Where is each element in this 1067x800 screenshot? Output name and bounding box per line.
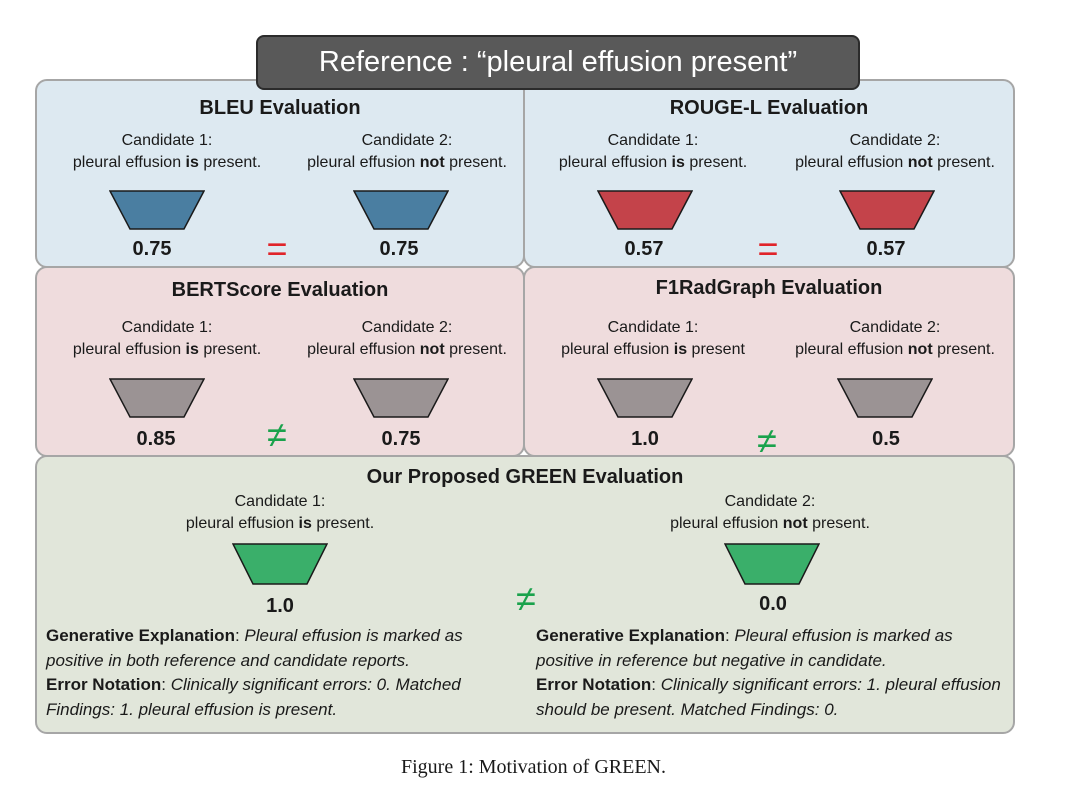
candidate-label: Candidate 1: <box>234 493 326 510</box>
green-explanation-right: Generative Explanation: Pleural effusion… <box>536 626 1001 719</box>
candidate-label: Candidate 2: <box>724 493 816 510</box>
candidate-text: pleural effusion is present. <box>185 515 375 532</box>
f1radgraph-notequal-sign: ≠ <box>757 420 777 461</box>
green-funnel-1 <box>232 543 328 585</box>
candidate-text: pleural effusion not present. <box>670 515 870 532</box>
figure-caption: Figure 1: Motivation of GREEN. <box>401 756 666 778</box>
green-notequal-sign: ≠ <box>516 578 536 619</box>
bertscore-score-1: 0.85 <box>136 428 176 450</box>
rouge-candidate-2: Candidate 2: pleural effusion not presen… <box>775 130 1015 174</box>
bertscore-panel: BERTScore Evaluation Candidate 1: pleura… <box>35 266 525 457</box>
bleu-score-2: 0.75 <box>379 238 419 260</box>
bertscore-score-2: 0.75 <box>381 428 421 450</box>
candidate-label: Candidate 2: <box>361 132 453 149</box>
f1radgraph-panel: F1RadGraph Evaluation Candidate 1: pleur… <box>523 266 1015 461</box>
generative-explanation-text: Pleural effusion is marked as positive i… <box>46 626 463 670</box>
bleu-funnel-1 <box>109 190 205 230</box>
green-explanation-left: Generative Explanation: Pleural effusion… <box>46 626 463 719</box>
reference-banner: Reference : “pleural effusion present” <box>256 35 860 90</box>
error-notation-label: Error Notation <box>536 675 652 694</box>
rouge-score-1: 0.57 <box>624 238 664 260</box>
rouge-candidate-1: Candidate 1: pleural effusion is present… <box>533 130 773 174</box>
generative-explanation-label: Generative Explanation <box>536 626 725 645</box>
candidate-text: pleural effusion is present <box>561 341 745 358</box>
candidate-text: pleural effusion is present. <box>558 154 748 171</box>
candidate-text: pleural effusion not present. <box>307 154 507 171</box>
f1radgraph-candidate-2: Candidate 2: pleural effusion not presen… <box>775 317 1015 361</box>
f1radgraph-funnel-2 <box>837 378 933 418</box>
bleu-equal-sign: = <box>266 228 288 269</box>
rouge-title: ROUGE-L Evaluation <box>669 97 869 119</box>
bertscore-candidate-1: Candidate 1: pleural effusion is present… <box>47 317 287 361</box>
bleu-funnel-2 <box>353 190 449 230</box>
f1radgraph-candidate-1: Candidate 1: pleural effusion is present <box>533 317 773 361</box>
bleu-candidate-1: Candidate 1: pleural effusion is present… <box>47 130 287 174</box>
green-score-1: 1.0 <box>266 595 294 617</box>
candidate-label: Candidate 1: <box>607 132 699 149</box>
green-score-2: 0.0 <box>759 593 787 615</box>
green-panel: Our Proposed GREEN Evaluation Candidate … <box>35 455 1015 734</box>
error-notation-label: Error Notation <box>46 675 162 694</box>
green-title: Our Proposed GREEN Evaluation <box>366 466 684 488</box>
candidate-label: Candidate 1: <box>121 319 213 336</box>
candidate-label: Candidate 2: <box>849 319 941 336</box>
candidate-label: Candidate 1: <box>607 319 699 336</box>
green-candidate-2: Candidate 2: pleural effusion not presen… <box>650 491 890 535</box>
bleu-candidate-2: Candidate 2: pleural effusion not presen… <box>287 130 527 174</box>
bertscore-funnel-2 <box>353 378 449 418</box>
bleu-score-1: 0.75 <box>132 238 172 260</box>
bertscore-notequal-sign: ≠ <box>267 414 287 455</box>
generative-explanation-label: Generative Explanation <box>46 626 235 645</box>
bertscore-funnel-1 <box>109 378 205 418</box>
candidate-text: pleural effusion not present. <box>795 154 995 171</box>
candidate-text: pleural effusion not present. <box>307 341 507 358</box>
candidate-text: pleural effusion is present. <box>72 341 262 358</box>
bleu-title: BLEU Evaluation <box>199 97 361 119</box>
f1radgraph-score-2: 0.5 <box>872 428 900 450</box>
rouge-score-2: 0.57 <box>866 238 906 260</box>
f1radgraph-funnel-1 <box>597 378 693 418</box>
rouge-equal-sign: = <box>757 228 779 269</box>
bertscore-candidate-2: Candidate 2: pleural effusion not presen… <box>287 317 527 361</box>
error-notation-text: Clinically significant errors: 1. pleura… <box>536 675 1001 719</box>
f1radgraph-title: F1RadGraph Evaluation <box>655 277 883 299</box>
candidate-text: pleural effusion is present. <box>72 154 262 171</box>
green-candidate-1: Candidate 1: pleural effusion is present… <box>160 491 400 535</box>
candidate-label: Candidate 1: <box>121 132 213 149</box>
bertscore-title: BERTScore Evaluation <box>171 279 389 301</box>
rouge-panel: ROUGE-L Evaluation Candidate 1: pleural … <box>523 79 1015 268</box>
error-notation-text: Clinically significant errors: 0. Matche… <box>46 675 461 719</box>
candidate-text: pleural effusion not present. <box>795 341 995 358</box>
rouge-funnel-1 <box>597 190 693 230</box>
generative-explanation-text: Pleural effusion is marked as positive i… <box>536 626 953 670</box>
bleu-panel: BLEU Evaluation Candidate 1: pleural eff… <box>35 79 525 268</box>
f1radgraph-score-1: 1.0 <box>631 428 659 450</box>
rouge-funnel-2 <box>839 190 935 230</box>
candidate-label: Candidate 2: <box>361 319 453 336</box>
reference-text: Reference : “pleural effusion present” <box>318 46 798 78</box>
candidate-label: Candidate 2: <box>849 132 941 149</box>
green-funnel-2 <box>724 543 820 585</box>
